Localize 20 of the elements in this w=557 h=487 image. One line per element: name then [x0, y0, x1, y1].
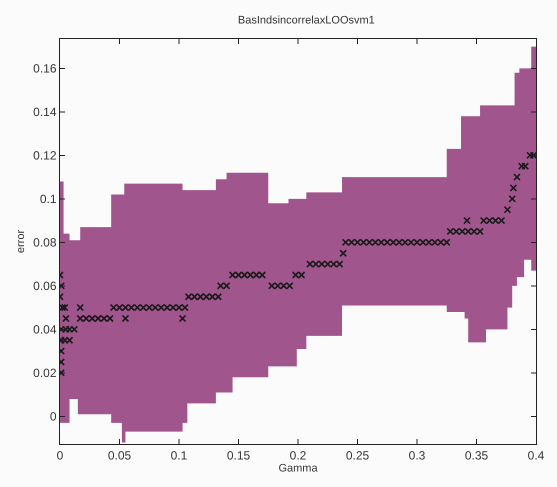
x-tick-label: 0.05 — [108, 448, 132, 462]
x-tick-label: 0.2 — [290, 448, 307, 462]
y-tick-label: 0.04 — [33, 322, 57, 337]
y-tick-label: 0.16 — [33, 62, 57, 76]
x-tick-label: 0.4 — [528, 448, 545, 462]
y-tick-label: 0.02 — [33, 366, 57, 380]
x-tick-label: 0.15 — [226, 448, 250, 462]
y-tick-label: 0 — [50, 410, 57, 424]
y-tick-label: 0.08 — [33, 236, 57, 250]
y-axis-title: error — [14, 230, 27, 254]
x-tick-label: 0.35 — [464, 448, 488, 462]
y-tick-label: 0.12 — [33, 148, 57, 163]
x-tick-label: 0.3 — [408, 448, 426, 462]
y-tick-label: 0.1 — [40, 192, 57, 206]
x-axis-title: Gamma — [278, 462, 318, 475]
x-tick-label: 0.1 — [170, 448, 188, 462]
x-tick-label: 0.25 — [346, 448, 370, 462]
chart-title: BasIndsincorrelaxLOOsvm1 — [238, 14, 375, 26]
y-tick-label: 0.14 — [33, 105, 57, 120]
y-tick-label: 0.06 — [33, 279, 57, 294]
